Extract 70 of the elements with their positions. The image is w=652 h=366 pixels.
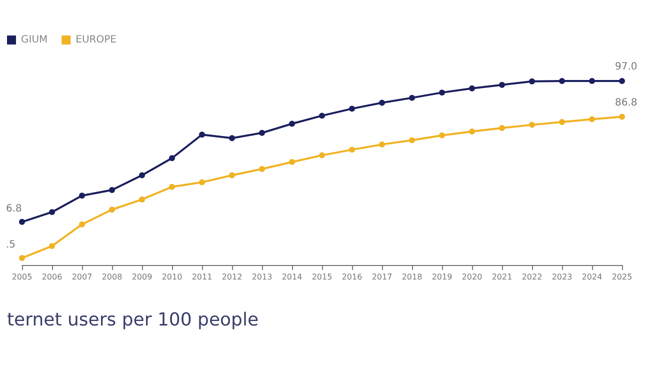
x-tick-label: 2007: [72, 272, 92, 282]
x-tick-label: 2022: [522, 272, 542, 282]
x-tick-label: 2015: [312, 272, 332, 282]
x-tick-label: 2005: [12, 272, 32, 282]
point: [439, 90, 445, 96]
point: [19, 255, 25, 261]
x-tick-label: 2018: [402, 272, 422, 282]
x-tick-label: 2013: [252, 272, 272, 282]
legend-label: GIUM: [21, 34, 48, 46]
point: [229, 172, 235, 178]
point: [139, 196, 145, 202]
point: [109, 187, 115, 193]
point: [619, 114, 625, 120]
point: [559, 78, 565, 84]
x-tick-label: 2012: [222, 272, 242, 282]
x-tick-label: 2006: [42, 272, 62, 282]
point: [319, 112, 325, 119]
annotation: 6.8: [6, 203, 22, 214]
point: [259, 130, 265, 136]
point: [199, 132, 205, 138]
x-tick-label: 2011: [192, 272, 212, 282]
point: [19, 218, 25, 225]
x-tick-label: 2024: [582, 272, 602, 282]
x-tick-label: 2008: [102, 272, 122, 282]
point: [139, 172, 145, 178]
point: [319, 152, 325, 158]
x-tick-label: 2016: [342, 272, 362, 282]
x-tick-label: 2020: [462, 272, 482, 282]
point: [589, 116, 595, 122]
point: [499, 124, 505, 131]
point: [589, 78, 595, 84]
point: [229, 135, 235, 142]
data-label: 86.8: [615, 97, 638, 108]
point: [529, 122, 535, 128]
point: [259, 166, 265, 172]
point: [559, 119, 565, 126]
point: [379, 100, 385, 106]
point: [79, 192, 85, 199]
x-tick-label: 2021: [492, 272, 512, 282]
point: [49, 209, 55, 216]
point: [619, 78, 625, 84]
x-tick-label: 2025: [612, 272, 632, 282]
point: [499, 82, 505, 88]
point: [409, 137, 415, 144]
point: [349, 106, 355, 112]
x-tick-label: 2017: [372, 272, 392, 282]
text: ternet users per 100 people: [7, 310, 259, 330]
point: [469, 128, 475, 134]
point: [79, 221, 85, 228]
point: [469, 85, 475, 92]
point: [169, 155, 175, 162]
point: [49, 243, 55, 250]
legend-label: EUROPE: [76, 34, 116, 46]
x-tick-label: 2009: [132, 272, 152, 282]
annotation: .5: [6, 240, 16, 250]
x-tick-label: 2014: [282, 272, 302, 282]
x-tick-label: 2019: [432, 272, 452, 282]
point: [199, 179, 205, 186]
point: [409, 94, 415, 101]
point: [379, 141, 385, 148]
x-tick-label: 2023: [552, 272, 572, 282]
data-label: 97.0: [615, 62, 638, 72]
point: [289, 158, 295, 165]
x-tick-label: 2010: [162, 272, 182, 282]
point: [349, 146, 355, 153]
point: [439, 132, 445, 138]
point: [529, 78, 535, 84]
point: [169, 184, 175, 190]
point: [109, 206, 115, 213]
point: [289, 120, 295, 127]
